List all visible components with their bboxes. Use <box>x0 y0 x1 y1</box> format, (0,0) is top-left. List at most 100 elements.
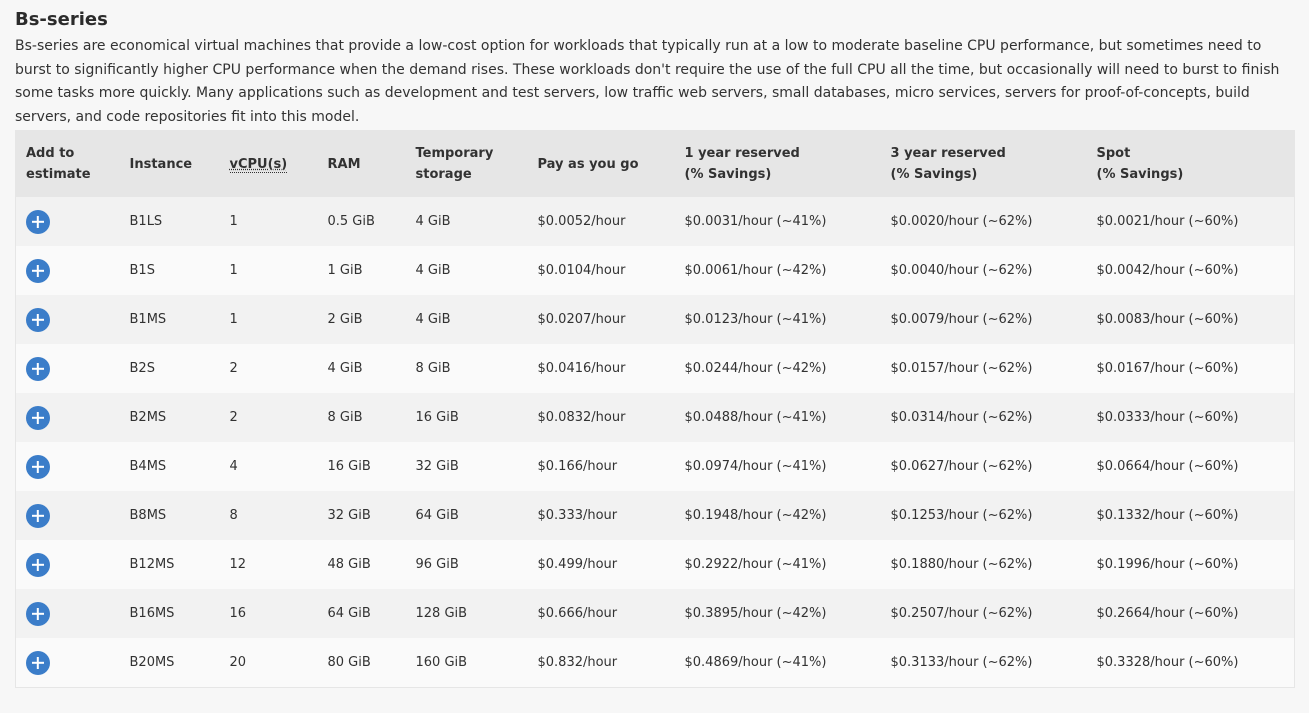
cell-temporary-storage: 160 GiB <box>405 638 528 688</box>
cell-spot: $0.0042/hour (~60%) <box>1086 246 1295 295</box>
cell-spot: $0.2664/hour (~60%) <box>1086 589 1295 638</box>
cell-pay-as-you-go: $0.0052/hour <box>527 197 675 246</box>
table-header: Add to estimate Instance vCPU(s) RAM Temp… <box>15 130 1295 197</box>
series-section: Bs-series Bs-series are economical virtu… <box>15 8 1295 129</box>
cell-ram: 2 GiB <box>317 295 406 344</box>
cell-3-year-reserved: $0.0020/hour (~62%) <box>880 197 1087 246</box>
plus-circle-icon[interactable] <box>26 552 50 577</box>
cell-temporary-storage: 4 GiB <box>405 197 528 246</box>
table-row: B1MS 1 2 GiB 4 GiB $0.0207/hour $0.0123/hour … <box>15 295 1295 344</box>
cell-1-year-reserved: $0.0031/hour (~41%) <box>674 197 881 246</box>
plus-circle-icon[interactable] <box>26 454 50 479</box>
cell-add-to-estimate <box>15 589 120 638</box>
cell-temporary-storage: 64 GiB <box>405 491 528 540</box>
cell-pay-as-you-go: $0.832/hour <box>527 638 675 688</box>
cell-ram: 1 GiB <box>317 246 406 295</box>
cell-ram: 8 GiB <box>317 393 406 442</box>
cell-temporary-storage: 96 GiB <box>405 540 528 589</box>
cell-vcpu: 4 <box>219 442 318 491</box>
cell-1-year-reserved: $0.0123/hour (~41%) <box>674 295 881 344</box>
header-ram: RAM <box>317 130 406 197</box>
cell-vcpu: 1 <box>219 197 318 246</box>
cell-ram: 16 GiB <box>317 442 406 491</box>
table-row: B2MS 2 8 GiB 16 GiB $0.0832/hour $0.0488/hour… <box>15 393 1295 442</box>
plus-circle-icon[interactable] <box>26 258 50 283</box>
cell-add-to-estimate <box>15 246 120 295</box>
cell-1-year-reserved: $0.3895/hour (~42%) <box>674 589 881 638</box>
cell-3-year-reserved: $0.0157/hour (~62%) <box>880 344 1087 393</box>
cell-vcpu: 12 <box>219 540 318 589</box>
cell-temporary-storage: 4 GiB <box>405 246 528 295</box>
cell-add-to-estimate <box>15 197 120 246</box>
header-vcpu: vCPU(s) <box>219 130 318 197</box>
cell-temporary-storage: 4 GiB <box>405 295 528 344</box>
cell-spot: $0.0167/hour (~60%) <box>1086 344 1295 393</box>
plus-circle-icon[interactable] <box>26 405 50 430</box>
cell-pay-as-you-go: $0.0416/hour <box>527 344 675 393</box>
table-row: B1LS 1 0.5 GiB 4 GiB $0.0052/hour $0.0031/hou… <box>15 197 1295 246</box>
cell-1-year-reserved: $0.0061/hour (~42%) <box>674 246 881 295</box>
cell-add-to-estimate <box>15 393 120 442</box>
cell-ram: 32 GiB <box>317 491 406 540</box>
cell-temporary-storage: 16 GiB <box>405 393 528 442</box>
cell-spot: $0.0333/hour (~60%) <box>1086 393 1295 442</box>
cell-ram: 64 GiB <box>317 589 406 638</box>
vcpu-tooltip-term[interactable]: vCPU(s) <box>229 156 288 173</box>
cell-pay-as-you-go: $0.0104/hour <box>527 246 675 295</box>
cell-vcpu: 1 <box>219 295 318 344</box>
header-1-year-reserved: 1 year reserved (% Savings) <box>674 130 881 197</box>
table-row: B4MS 4 16 GiB 32 GiB $0.166/hour $0.0974/hour… <box>15 442 1295 491</box>
cell-spot: $0.3328/hour (~60%) <box>1086 638 1295 688</box>
plus-circle-icon[interactable] <box>26 209 50 234</box>
table-body: B1LS 1 0.5 GiB 4 GiB $0.0052/hour $0.0031/hou… <box>15 197 1295 688</box>
cell-1-year-reserved: $0.4869/hour (~41%) <box>674 638 881 688</box>
header-temporary-storage: Temporary storage <box>405 130 528 197</box>
cell-instance: B16MS <box>119 589 220 638</box>
table-row: B8MS 8 32 GiB 64 GiB $0.333/hour $0.1948/hour… <box>15 491 1295 540</box>
cell-vcpu: 1 <box>219 246 318 295</box>
cell-pay-as-you-go: $0.499/hour <box>527 540 675 589</box>
cell-ram: 0.5 GiB <box>317 197 406 246</box>
cell-instance: B1MS <box>119 295 220 344</box>
cell-vcpu: 2 <box>219 344 318 393</box>
table-row: B16MS 16 64 GiB 128 GiB $0.666/hour $0.3895/h… <box>15 589 1295 638</box>
cell-vcpu: 2 <box>219 393 318 442</box>
table-row: B12MS 12 48 GiB 96 GiB $0.499/hour $0.2922/ho… <box>15 540 1295 589</box>
cell-3-year-reserved: $0.3133/hour (~62%) <box>880 638 1087 688</box>
cell-1-year-reserved: $0.1948/hour (~42%) <box>674 491 881 540</box>
cell-3-year-reserved: $0.0040/hour (~62%) <box>880 246 1087 295</box>
cell-vcpu: 16 <box>219 589 318 638</box>
cell-add-to-estimate <box>15 442 120 491</box>
cell-1-year-reserved: $0.0488/hour (~41%) <box>674 393 881 442</box>
cell-add-to-estimate <box>15 540 120 589</box>
table-row: B20MS 20 80 GiB 160 GiB $0.832/hour $0.4869/h… <box>15 638 1295 688</box>
cell-add-to-estimate <box>15 638 120 688</box>
cell-temporary-storage: 8 GiB <box>405 344 528 393</box>
cell-spot: $0.0664/hour (~60%) <box>1086 442 1295 491</box>
cell-instance: B12MS <box>119 540 220 589</box>
cell-spot: $0.1996/hour (~60%) <box>1086 540 1295 589</box>
cell-instance: B1S <box>119 246 220 295</box>
cell-spot: $0.0083/hour (~60%) <box>1086 295 1295 344</box>
cell-3-year-reserved: $0.0079/hour (~62%) <box>880 295 1087 344</box>
cell-ram: 80 GiB <box>317 638 406 688</box>
cell-temporary-storage: 128 GiB <box>405 589 528 638</box>
cell-instance: B4MS <box>119 442 220 491</box>
cell-ram: 4 GiB <box>317 344 406 393</box>
cell-pay-as-you-go: $0.333/hour <box>527 491 675 540</box>
plus-circle-icon[interactable] <box>26 503 50 528</box>
table-row: B1S 1 1 GiB 4 GiB $0.0104/hour $0.0061/hour (… <box>15 246 1295 295</box>
cell-instance: B20MS <box>119 638 220 688</box>
header-row: Add to estimate Instance vCPU(s) RAM Temp… <box>15 130 1295 197</box>
header-pay-as-you-go: Pay as you go <box>527 130 675 197</box>
header-spot: Spot (% Savings) <box>1086 130 1295 197</box>
cell-pay-as-you-go: $0.0207/hour <box>527 295 675 344</box>
cell-3-year-reserved: $0.2507/hour (~62%) <box>880 589 1087 638</box>
plus-circle-icon[interactable] <box>26 650 50 675</box>
plus-circle-icon[interactable] <box>26 307 50 332</box>
cell-3-year-reserved: $0.0314/hour (~62%) <box>880 393 1087 442</box>
plus-circle-icon[interactable] <box>26 356 50 381</box>
cell-3-year-reserved: $0.0627/hour (~62%) <box>880 442 1087 491</box>
cell-pay-as-you-go: $0.166/hour <box>527 442 675 491</box>
plus-circle-icon[interactable] <box>26 601 50 626</box>
